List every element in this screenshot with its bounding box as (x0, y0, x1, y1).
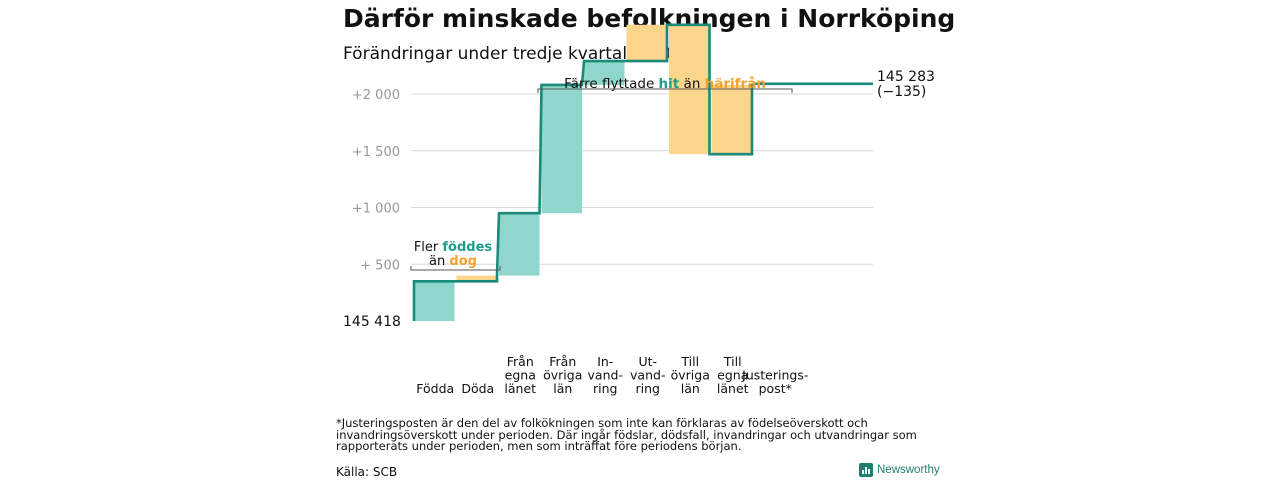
bar-3 (541, 84, 582, 214)
category-label: länet (504, 381, 536, 396)
category-label: Från (507, 354, 534, 369)
births-annot-hl: föddes (442, 240, 492, 255)
bar-0 (414, 281, 455, 321)
births-annot-hl2: dog (449, 254, 477, 269)
category-label: Födda (416, 381, 454, 396)
brand-logo: Newsworthy (859, 463, 940, 477)
migration-annotation: Färre flyttade hit än härifrån (564, 75, 766, 92)
start-value-label: 145 418 (343, 314, 401, 330)
source-label: Källa: SCB (336, 465, 398, 479)
footnote: *Justeringsposten är den del av folkökni… (336, 416, 917, 453)
births-bracket (410, 266, 501, 271)
y-tick-label: +2 000 (352, 88, 400, 103)
category-label: Från (549, 354, 576, 369)
births-annot-text: Fler (414, 240, 443, 255)
end-change-label: (−135) (877, 84, 926, 100)
grid-layer: +2 000 +1 500 +1 000 + 500 (352, 88, 873, 273)
category-label: Ut- (638, 354, 657, 369)
migration-annot-hl1: hit (659, 76, 680, 92)
label-layer: Födda DödaFrånegnalänetFrånövrigalänIn-va… (343, 69, 935, 396)
category-label: In- (597, 354, 613, 369)
category-label: vand- (588, 368, 623, 383)
y-tick-label: + 500 (360, 258, 400, 273)
newsworthy-logo-icon (859, 463, 873, 477)
migration-annot-text: Färre flyttade (564, 76, 658, 92)
bar-layer (414, 24, 795, 321)
category-label: övriga (671, 368, 710, 383)
category-label: ring (636, 381, 660, 396)
births-annotation-line1: Fler föddes (414, 240, 493, 255)
bar-5 (626, 24, 667, 62)
category-label: Till (723, 354, 742, 369)
category-label: övriga (543, 368, 582, 383)
migration-annot-mid: än (679, 76, 704, 92)
cumulative-line (412, 23, 873, 321)
bar-4 (584, 61, 625, 85)
category-label: Till (680, 354, 699, 369)
y-tick-label: +1 000 (352, 202, 400, 217)
migration-bracket (537, 88, 793, 93)
births-annotation-line2: än dog (429, 254, 477, 269)
category-label: vand- (630, 368, 665, 383)
bar-7 (711, 84, 752, 155)
bar-2 (499, 213, 540, 276)
brand-name: Newsworthy (877, 464, 940, 476)
line-layer (412, 23, 873, 321)
category-label: Döda (461, 381, 494, 396)
y-tick-label: +1 500 (352, 145, 400, 160)
category-label: egna (717, 368, 748, 383)
category-label: egna (505, 368, 536, 383)
category-label: Justerings- (741, 368, 808, 383)
category-label: län (681, 381, 700, 396)
births-annot-text2: än (429, 254, 449, 269)
category-label: ring (593, 381, 617, 396)
chart-subtitle: Förändringar under tredje kvartalet 2023 (343, 44, 693, 64)
category-label: län (553, 381, 572, 396)
bar-1 (456, 275, 497, 282)
category-label: länet (717, 381, 749, 396)
migration-annot-hl2: härifrån (705, 75, 766, 92)
category-label: post* (759, 381, 792, 396)
end-value-label: 145 283 (877, 69, 935, 85)
